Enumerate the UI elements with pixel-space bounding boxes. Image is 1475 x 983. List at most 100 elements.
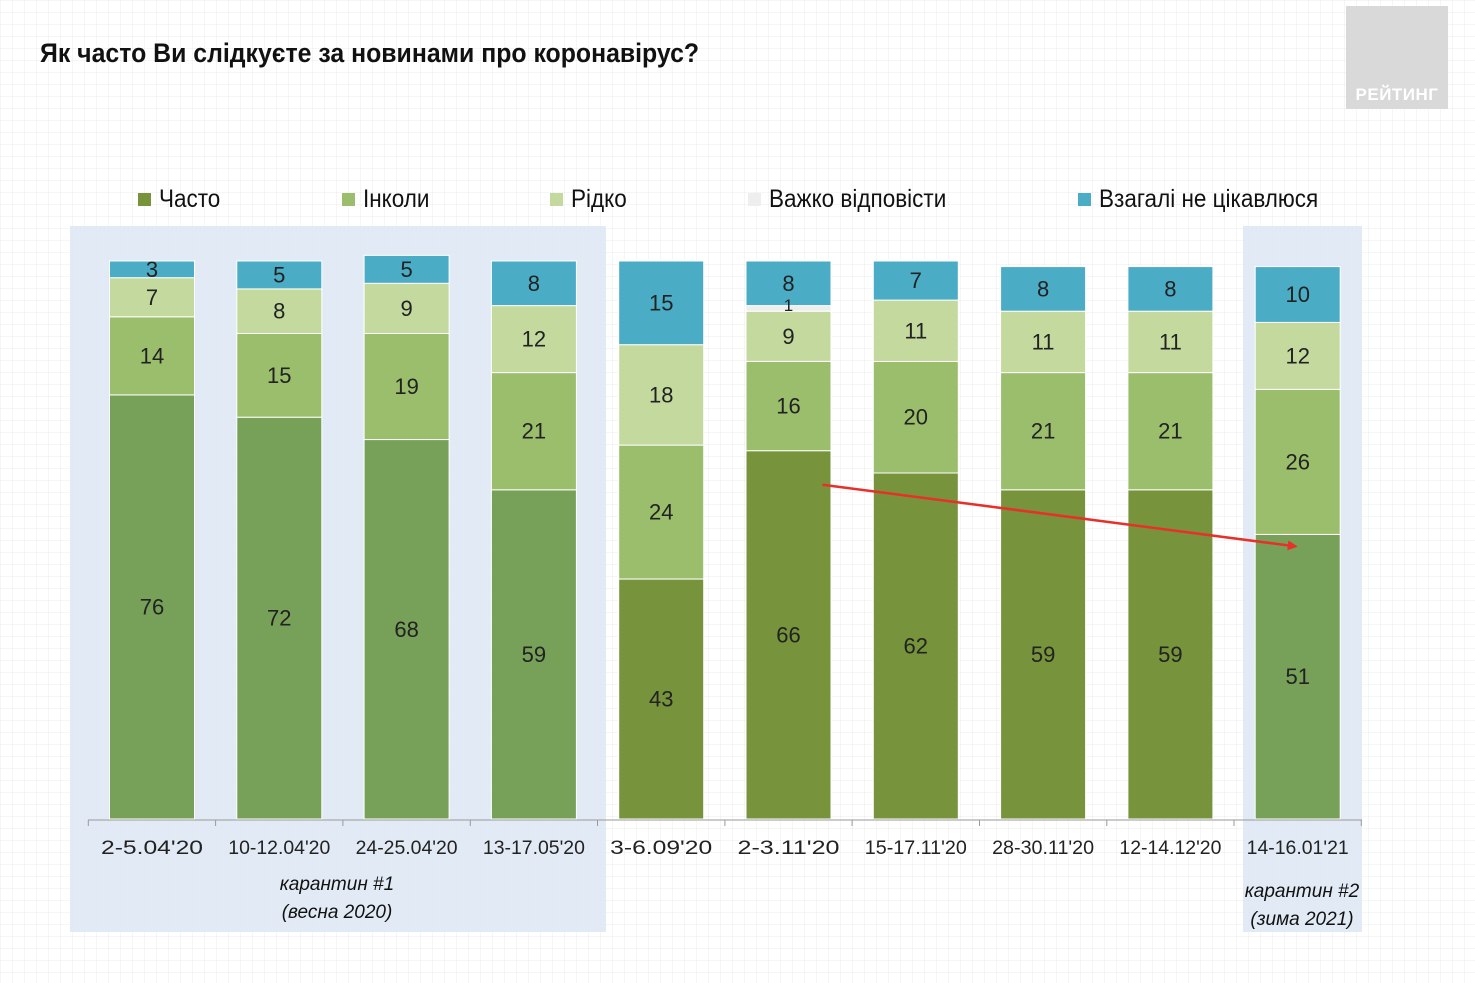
bar-segment-not-interested [1127,266,1214,312]
bar-segment-often [236,416,323,820]
value-label-often: 62 [904,634,928,659]
bar-segment-rarely [872,299,959,363]
bar-segment-not-interested [109,260,195,279]
bar-segment-not-interested [236,260,323,290]
value-label-sometimes: 19 [394,374,418,399]
chart-title: Як часто Ви слідкуєте за новинами про ко… [40,38,700,68]
value-label-rarely: 7 [146,285,158,310]
bar-segment-not-interested [363,254,450,284]
bar-segment-sometimes [745,360,832,452]
quarantine1-label: карантин #1 (весна 2020) [237,871,437,927]
legend-item-often: Часто [138,185,227,213]
legend-item-sometimes: Інколи [342,185,437,213]
legend-swatch-sometimes [342,192,355,206]
bar-segment-sometimes [618,444,705,580]
bar-segment-often [1000,489,1087,820]
bar-segment-not-interested [1000,266,1087,312]
legend-swatch-hard-to-say [748,192,761,206]
value-label-not-interested: 15 [649,290,673,315]
x-tick-label: 10-12.04'20 [228,838,330,859]
value-label-sometimes: 21 [1031,419,1055,444]
value-label-not-interested: 5 [400,257,412,282]
value-label-rarely: 11 [904,318,927,343]
x-tick-label: 2-5.04'20 [101,838,203,859]
bar-segment-often [490,489,577,820]
quarantine1-line2: (весна 2020) [281,902,393,923]
legend-label-not-interested: Взагалі не цікавлюся [1099,184,1319,213]
x-tick-label: 24-25.04'20 [356,838,458,859]
bar-segment-often [1254,533,1341,820]
bar-segment-not-interested [872,260,959,301]
legend-label-often: Часто [159,184,221,213]
bars-layer [109,254,1341,820]
quarantine1-line1: карантин #1 [279,874,395,895]
value-label-often: 72 [267,606,291,631]
value-label-often: 68 [394,617,418,642]
legend-swatch-rarely [550,192,563,206]
value-label-not-interested: 8 [528,271,540,296]
bar-segment-often [618,578,705,820]
value-label-rarely: 9 [782,324,794,349]
value-label-sometimes: 14 [140,343,164,368]
value-label-sometimes: 20 [904,405,928,430]
legend-label-sometimes: Інколи [363,184,430,213]
bar-segment-not-interested [745,260,832,307]
legend-item-not-interested: Взагалі не цікавлюся [1078,185,1343,213]
value-label-often: 59 [1031,642,1055,667]
value-label-rarely: 9 [400,296,412,321]
legend-swatch-not-interested [1078,192,1091,206]
labels-layer: 7614737215856819955921128432418156616918… [140,257,1310,712]
value-label-rarely: 12 [1285,343,1309,368]
bar-segment-sometimes [363,333,450,440]
legend-swatch-often [138,192,151,206]
bar-segment-rarely [1127,310,1214,374]
value-label-not-interested: 8 [1164,276,1176,301]
bar-segment-sometimes [1254,388,1341,535]
x-tick-labels: 2-5.04'20 10-12.04'20 24-25.04'20 13-17.05'… [101,838,1349,859]
x-tick-label: 3-6.09'20 [610,838,712,859]
logo-text: РЕЙТИНГ [1355,85,1439,104]
value-label-rarely: 18 [649,382,673,407]
quarantine2-label: карантин #2 (зима 2021) [1232,878,1372,934]
value-label-not-interested: 3 [146,257,158,282]
bar-segment-not-interested [490,260,577,307]
bar-segment-rarely [618,344,705,446]
value-label-sometimes: 24 [649,500,673,525]
value-label-sometimes: 16 [776,394,800,419]
bar-segment-often [363,439,450,820]
value-label-hard-to-say: 1 [784,296,793,315]
legend-label-hard-to-say: Важко відповісти [769,184,947,213]
value-label-rarely: 11 [1032,329,1055,354]
bar-segment-rarely [363,282,450,334]
bar-segment-often [872,472,959,820]
value-label-not-interested: 8 [782,271,794,296]
value-label-rarely: 12 [522,327,546,352]
value-label-not-interested: 8 [1037,276,1049,301]
value-label-not-interested: 5 [273,263,285,288]
quarantine2-line1: карантин #2 [1244,881,1360,902]
value-label-sometimes: 21 [1158,419,1182,444]
bar-segment-not-interested [1254,266,1341,323]
quarantine2-line2: (зима 2021) [1250,909,1354,930]
value-label-often: 51 [1285,664,1309,689]
value-label-often: 43 [649,687,673,712]
value-label-not-interested: 7 [910,268,922,293]
trend-arrow [822,483,1298,551]
bar-segment-sometimes [490,372,577,491]
x-tick-label: 2-3.11'20 [738,838,840,859]
bar-segment-sometimes [1127,372,1214,491]
bar-segment-often [745,450,832,820]
value-label-sometimes: 15 [267,363,291,388]
x-tick-label: 13-17.05'20 [483,838,585,859]
bar-segment-not-interested [618,260,705,346]
value-label-rarely: 8 [273,299,285,324]
x-tick-label: 12-14.12'20 [1119,838,1221,859]
bar-segment-sometimes [872,360,959,474]
value-label-often: 66 [776,622,800,647]
legend-item-hard-to-say: Важко відповісти [748,185,966,213]
rating-logo: РЕЙТИНГ [1346,6,1448,109]
legend-label-rarely: Рідко [571,184,627,213]
value-label-not-interested: 10 [1285,282,1309,307]
